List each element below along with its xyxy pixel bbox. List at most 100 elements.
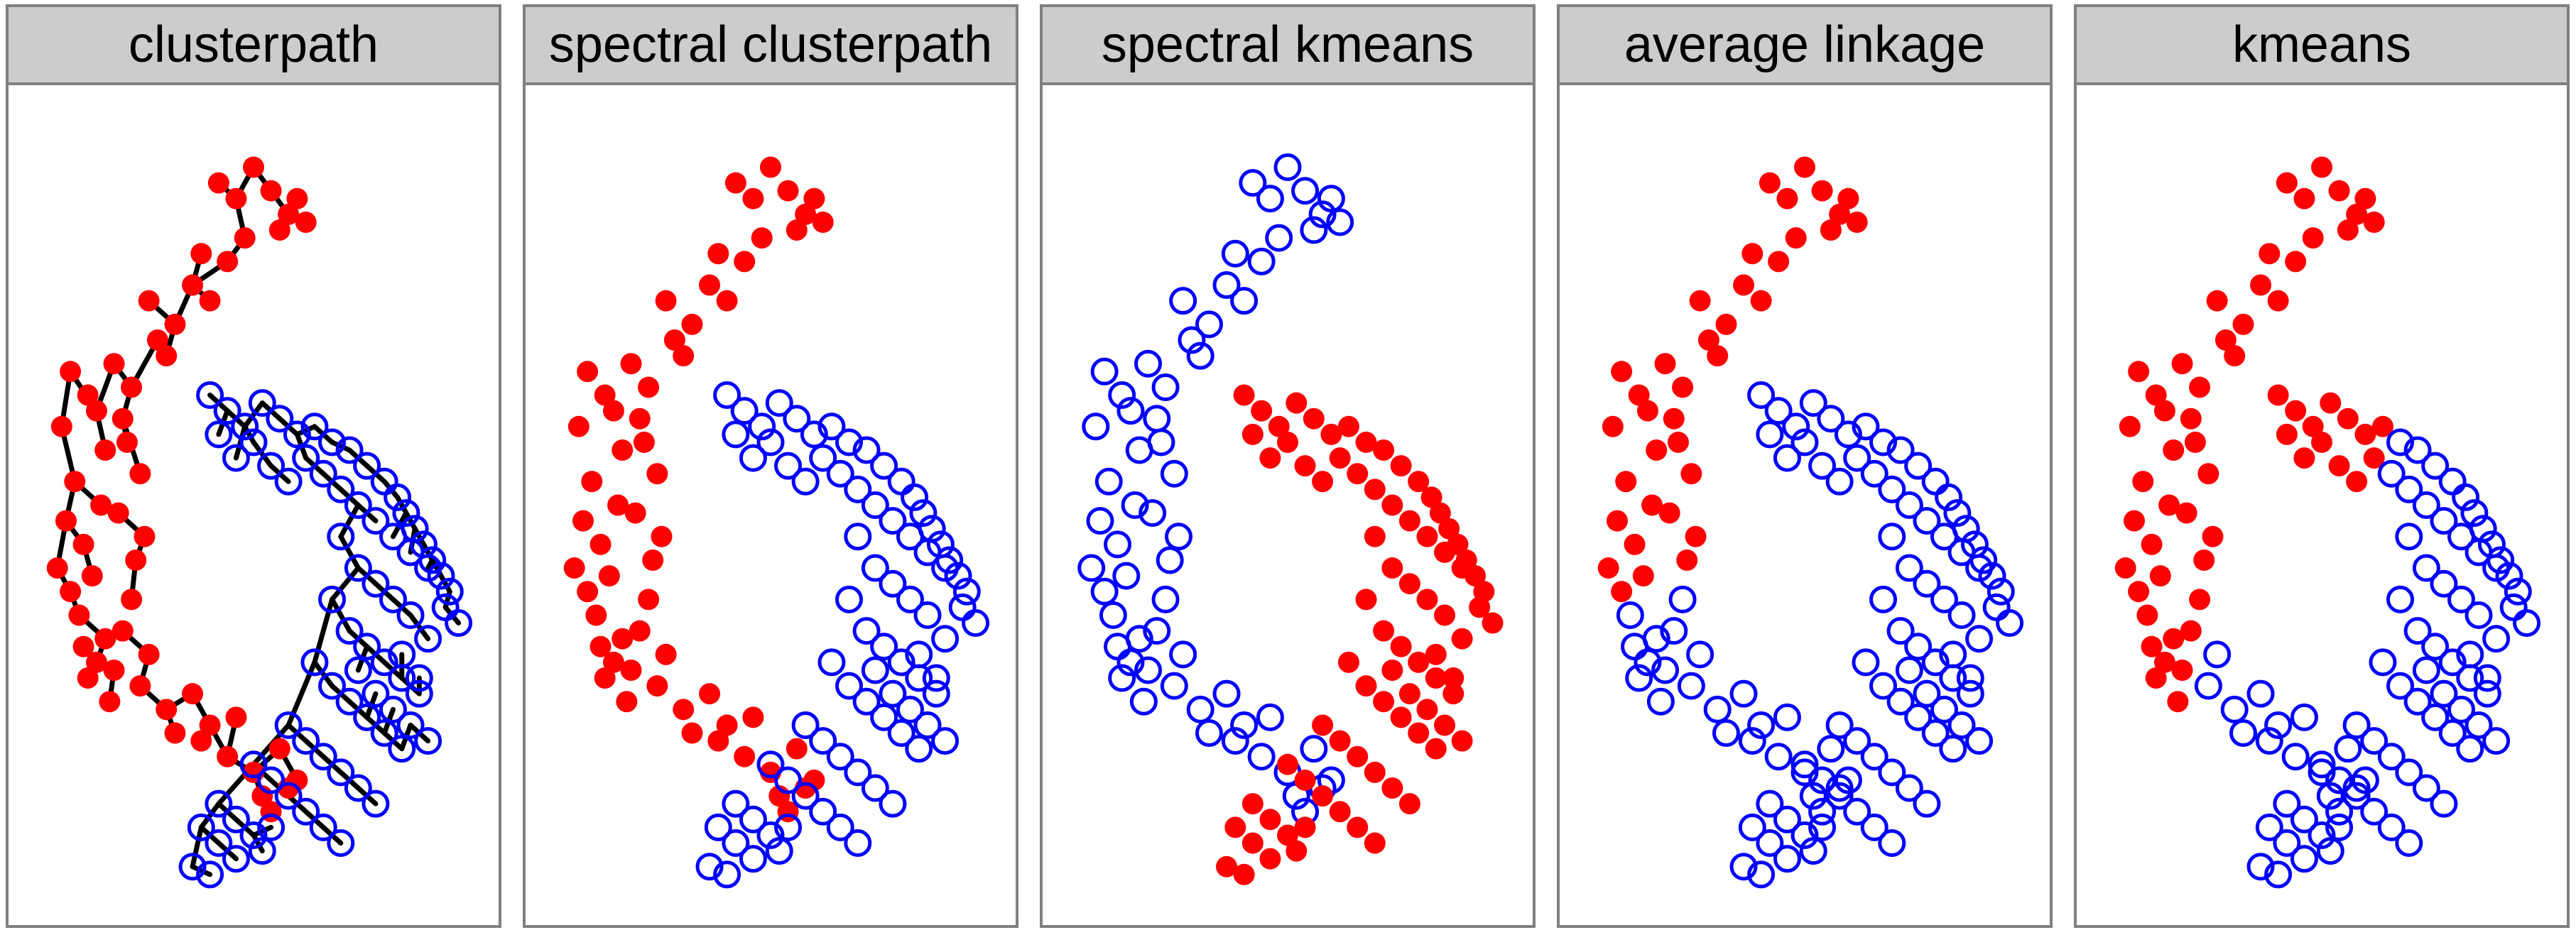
data-point-open [1090,577,1119,606]
data-point-open [2273,789,2301,818]
data-point-open [344,774,372,802]
data-point-open [730,397,759,425]
data-point-open [909,499,938,527]
data-point-filled [2328,455,2350,477]
data-point-open [2447,695,2475,723]
data-point-filled [751,227,773,249]
data-point-filled [1224,816,1246,838]
data-point-open [445,609,473,638]
data-point-open [274,782,303,810]
data-point-open [756,428,785,456]
data-point-filled [612,628,634,650]
data-point-open [2464,538,2493,567]
data-point-filled [1420,486,1442,508]
data-point-filled [2141,533,2163,555]
data-point-filled [1434,714,1456,736]
data-point-open [1860,813,1888,841]
data-point-filled [1672,376,1694,398]
data-point-filled [803,187,825,209]
data-point-filled [1286,392,1308,414]
clusterpath-edge [312,660,335,689]
data-point-filled [646,675,668,697]
data-point-filled [116,431,138,453]
data-point-open [800,420,828,449]
data-point-filled [1355,431,1377,453]
data-point-open [2246,853,2275,881]
data-point-filled [734,745,756,767]
data-point-open [2360,797,2388,826]
data-point-open [362,507,390,535]
data-point-filled [2293,187,2315,209]
data-point-open [318,672,347,700]
data-point-open [1094,467,1123,496]
data-point-filled [1390,635,1412,657]
data-point-open [1099,601,1127,629]
data-point-filled [81,565,103,587]
data-point-open [205,829,233,858]
data-point-open [2377,459,2406,488]
data-point-filled [2346,471,2368,493]
data-point-open [1086,507,1114,535]
data-point-open [844,758,872,787]
data-point-open [239,750,268,779]
data-point-filled [2250,274,2272,296]
data-point-open [300,648,329,677]
data-point-open [196,381,224,410]
data-point-filled [2141,635,2163,657]
data-point-filled [2123,510,2145,532]
data-point-open [1747,711,1776,739]
data-point-filled [2171,659,2193,681]
data-point-filled [638,589,660,611]
data-point-open [2412,656,2440,684]
data-point-open [844,475,872,503]
data-point-filled [1259,447,1281,469]
data-point-open [1169,640,1197,669]
data-point-open [1808,797,1837,826]
data-point-open [2369,648,2397,677]
data-point-open [2482,625,2511,653]
data-point-filled [2267,290,2289,312]
data-point-open [1843,444,1871,472]
data-point-open [1247,743,1276,771]
data-point-filled [1451,557,1473,579]
data-point-filled [1451,628,1473,650]
data-point-open [370,648,398,677]
data-point-open [1625,664,1653,692]
data-point-open [1996,609,2024,638]
data-point-open [2325,813,2354,841]
data-point-open [1913,507,1941,535]
data-point-open [2229,719,2257,748]
data-point-open [879,569,907,598]
data-point-filled [217,251,239,273]
data-point-open [362,679,390,708]
data-point-open [2464,711,2493,739]
data-point-filled [812,211,834,233]
data-point-filled [2354,187,2376,209]
data-point-open [1221,727,1249,755]
data-point-filled [1785,227,1807,249]
data-point-open [905,735,933,763]
data-point-filled [2197,463,2219,485]
data-point-open [1799,837,1827,865]
data-point-open [1825,774,1854,802]
data-point-filled [1373,439,1395,461]
data-point-open [1230,287,1259,315]
data-point-filled [260,180,282,202]
data-point-filled [60,581,82,603]
clusterpath-edge [198,801,222,830]
data-point-filled [2149,565,2171,587]
data-point-open [783,405,811,433]
data-point-open [1186,341,1214,370]
data-point-filled [585,604,607,626]
data-point-open [2447,585,2475,613]
data-point-filled [681,313,703,335]
data-point-filled [1251,400,1273,422]
data-point-filled [2145,667,2167,689]
facet-title: spectral clusterpath [549,16,992,73]
data-point-open [695,853,724,881]
data-point-filled [2337,219,2359,241]
data-point-open [1930,695,1958,723]
data-point-open [1790,750,1819,779]
data-point-filled [707,243,729,265]
data-point-open [1677,672,1705,700]
